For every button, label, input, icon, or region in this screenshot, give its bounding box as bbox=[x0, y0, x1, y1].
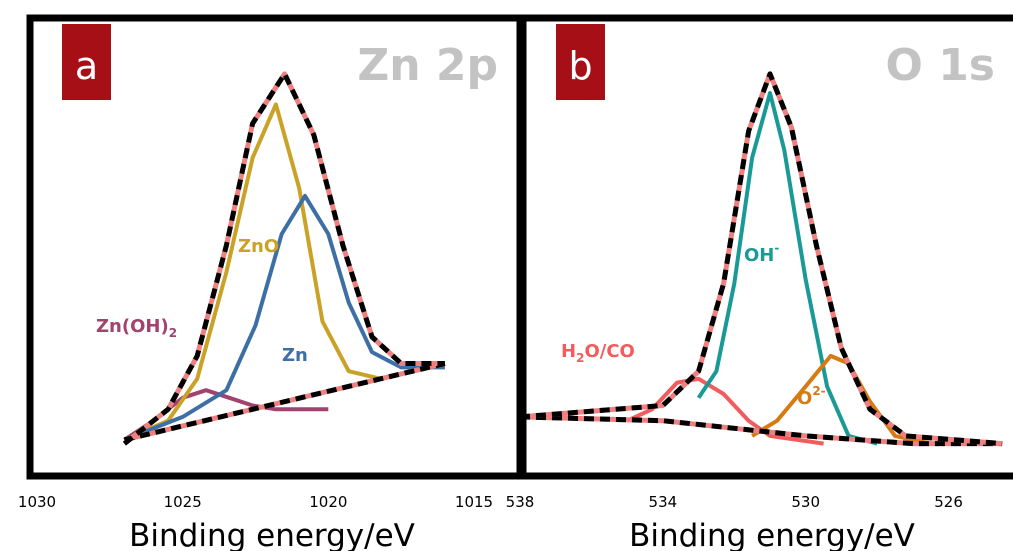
series-background bbox=[123, 361, 446, 443]
x-tick-label: 1030 bbox=[18, 493, 56, 511]
x-tick-label: 1015 bbox=[455, 493, 493, 511]
series-oh bbox=[696, 91, 878, 446]
panel-frame bbox=[519, 14, 1013, 480]
series-label-o: O2- bbox=[797, 384, 826, 409]
series-label-h: H2O/CO bbox=[561, 341, 635, 365]
panel-b: b O 1s H2O/CO OH- O2- 538 534 530 526 Binding ene… bbox=[506, 14, 1013, 551]
x-axis-label: Binding energy/eV bbox=[629, 518, 915, 551]
panel-a: a Zn 2p Zn(OH)2 ZnO Zn 1030 1025 1020 1015 Bindin… bbox=[18, 14, 524, 551]
series-label-zn-oh-: Zn(OH)2 bbox=[96, 316, 177, 340]
panel-badge bbox=[556, 24, 605, 100]
x-tick-label: 530 bbox=[791, 493, 820, 511]
series-label-zn: Zn bbox=[282, 345, 308, 366]
panel-label: b bbox=[568, 44, 592, 88]
x-tick-label: 538 bbox=[506, 493, 535, 511]
panel-label: a bbox=[75, 44, 98, 88]
x-axis-label: Binding energy/eV bbox=[129, 518, 415, 551]
x-tick-label: 526 bbox=[934, 493, 963, 511]
series-background bbox=[519, 414, 1003, 447]
series-o bbox=[751, 353, 1003, 446]
series-zn bbox=[123, 193, 445, 442]
series-envelope bbox=[519, 71, 1003, 447]
panel-badge bbox=[62, 24, 111, 100]
series-envelope bbox=[122, 71, 445, 446]
x-tick-label: 1025 bbox=[164, 493, 202, 511]
series-label-oh: OH- bbox=[744, 241, 779, 266]
panel-title: Zn 2p bbox=[357, 40, 498, 91]
x-tick-label: 1020 bbox=[309, 493, 347, 511]
series-label-zno: ZnO bbox=[238, 236, 279, 257]
series-zno bbox=[123, 102, 382, 442]
panel-title: O 1s bbox=[885, 40, 995, 91]
x-tick-label: 534 bbox=[649, 493, 678, 511]
